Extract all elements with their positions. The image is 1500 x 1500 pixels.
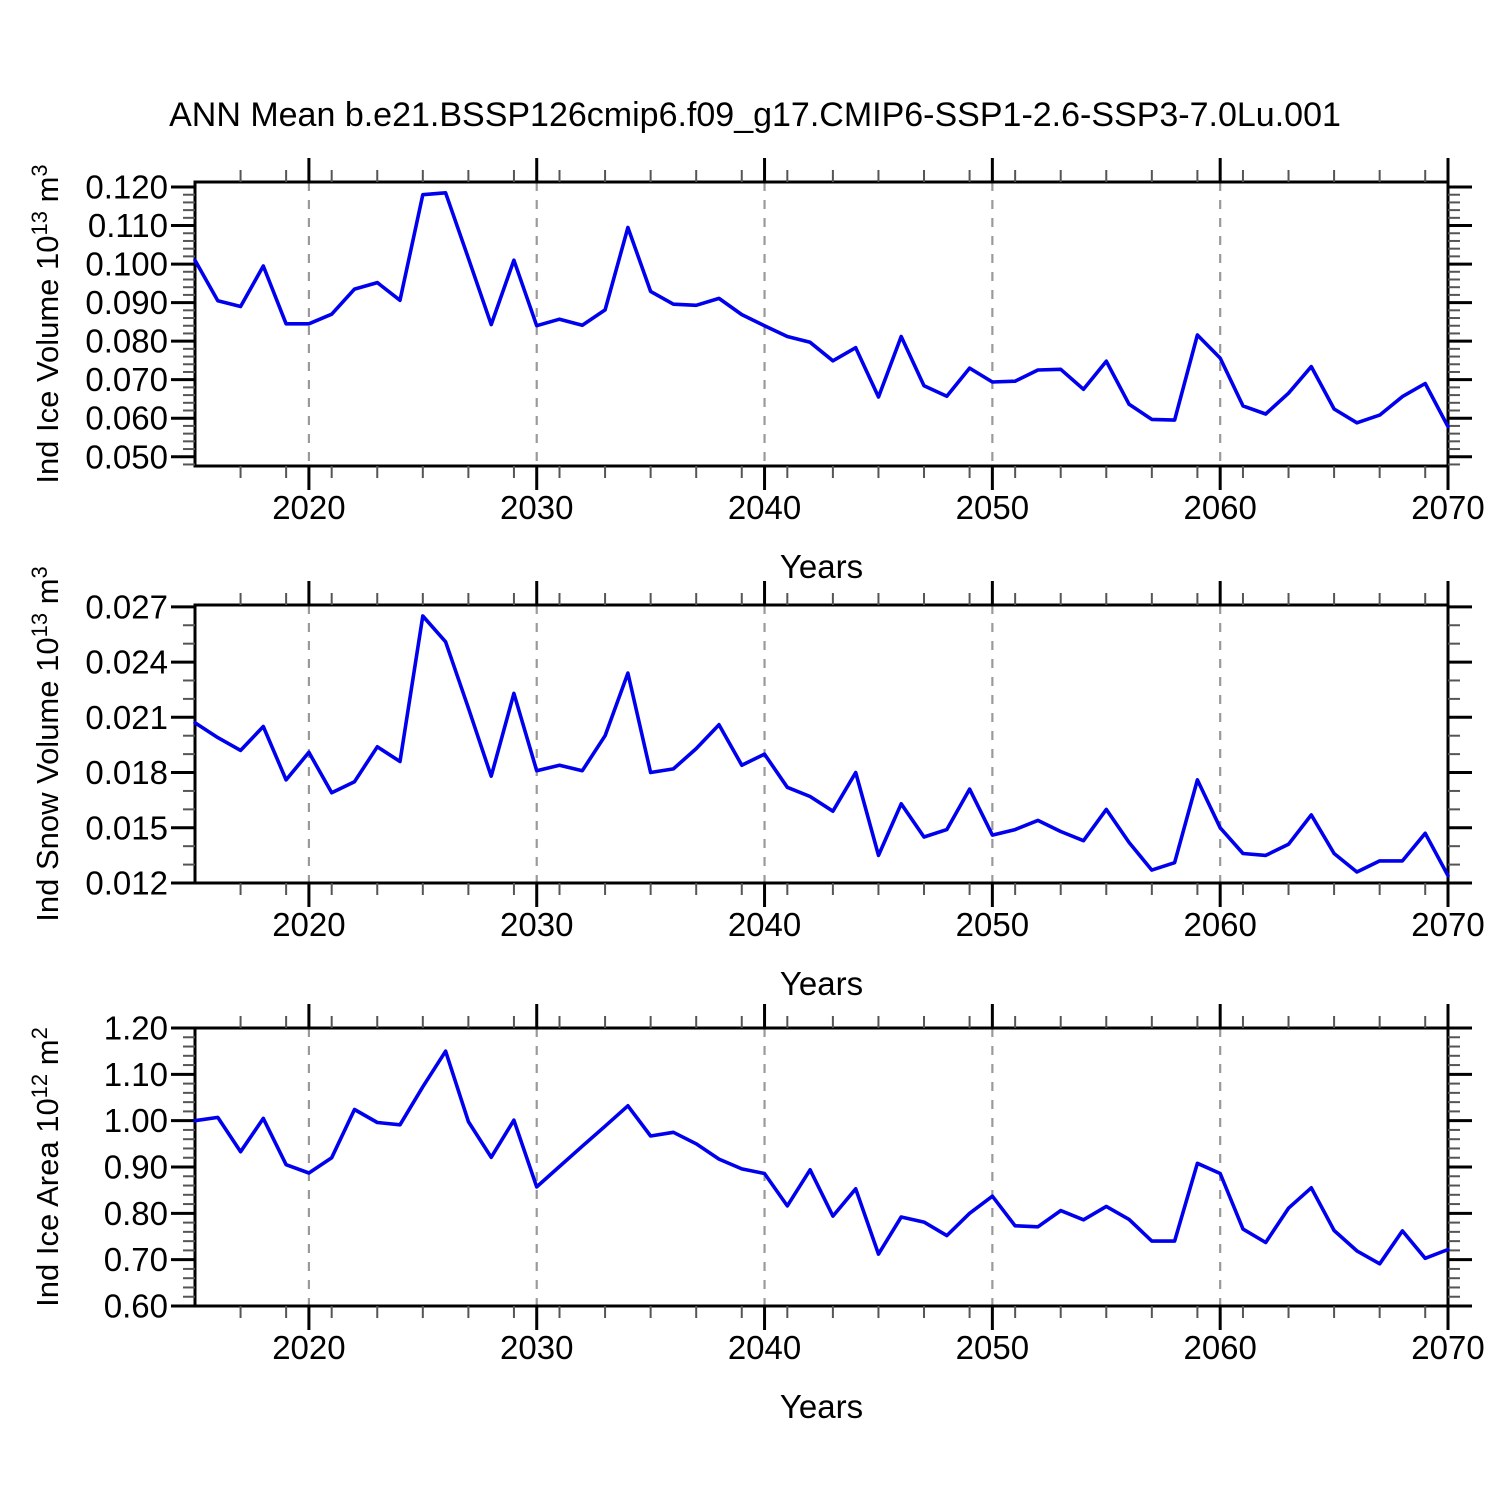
svg-text:2060: 2060 <box>1183 906 1256 943</box>
svg-text:2050: 2050 <box>956 1329 1029 1366</box>
svg-text:2070: 2070 <box>1411 1329 1484 1366</box>
svg-text:0.060: 0.060 <box>85 400 168 437</box>
svg-text:0.027: 0.027 <box>85 588 168 625</box>
svg-text:0.050: 0.050 <box>85 438 168 475</box>
svg-text:Ind Ice Volume 1013 m3: Ind Ice Volume 1013 m3 <box>27 164 65 483</box>
svg-text:0.012: 0.012 <box>85 865 168 902</box>
svg-text:2040: 2040 <box>728 489 801 526</box>
svg-text:0.090: 0.090 <box>85 284 168 321</box>
svg-text:2060: 2060 <box>1183 489 1256 526</box>
svg-text:1.20: 1.20 <box>104 1010 168 1047</box>
svg-text:1.10: 1.10 <box>104 1056 168 1093</box>
svg-text:2050: 2050 <box>956 489 1029 526</box>
svg-text:0.110: 0.110 <box>88 207 168 244</box>
svg-text:0.015: 0.015 <box>85 809 168 846</box>
svg-text:0.80: 0.80 <box>104 1195 168 1232</box>
svg-text:2040: 2040 <box>728 906 801 943</box>
svg-text:2040: 2040 <box>728 1329 801 1366</box>
svg-text:2030: 2030 <box>500 489 573 526</box>
svg-text:Years: Years <box>780 1388 863 1425</box>
svg-text:0.90: 0.90 <box>104 1149 168 1186</box>
svg-text:2020: 2020 <box>272 1329 345 1366</box>
svg-text:Years: Years <box>780 548 863 585</box>
svg-text:2070: 2070 <box>1411 906 1484 943</box>
svg-text:Ind Snow Volume 1013 m3: Ind Snow Volume 1013 m3 <box>27 566 65 922</box>
svg-text:2030: 2030 <box>500 906 573 943</box>
svg-text:0.018: 0.018 <box>85 754 168 791</box>
chart-ind-ice-volume: 2020 2030 2040 2050 2060 2070Years0.0500.0600… <box>27 158 1485 585</box>
chart-ind-snow-volume: 2020 2030 2040 2050 2060 2070 Years 0.012 0.015 0… <box>27 566 1485 1002</box>
svg-text:0.120: 0.120 <box>85 169 168 206</box>
svg-text:0.70: 0.70 <box>104 1241 168 1278</box>
svg-text:0.021: 0.021 <box>85 699 168 736</box>
svg-text:1.00: 1.00 <box>104 1102 168 1139</box>
svg-text:2060: 2060 <box>1183 1329 1256 1366</box>
svg-text:0.070: 0.070 <box>85 361 168 398</box>
chart-ind-ice-area: 2020 2030 2040 2050 2060 2070 Years 0.60 0.70 0.8… <box>27 1004 1485 1425</box>
svg-text:0.100: 0.100 <box>85 246 168 283</box>
svg-text:2030: 2030 <box>500 1329 573 1366</box>
svg-text:2020: 2020 <box>272 906 345 943</box>
svg-text:0.60: 0.60 <box>104 1288 168 1325</box>
svg-text:0.024: 0.024 <box>85 644 168 681</box>
svg-text:Ind Ice Area 1012 m2: Ind Ice Area 1012 m2 <box>27 1027 65 1307</box>
svg-text:Years: Years <box>780 965 863 1002</box>
svg-text:2070: 2070 <box>1411 489 1484 526</box>
figure-title: ANN Mean b.e21.BSSP126cmip6.f09_g17.CMIP… <box>169 96 1341 134</box>
svg-text:0.080: 0.080 <box>85 323 168 360</box>
svg-text:2020: 2020 <box>272 489 345 526</box>
svg-text:2050: 2050 <box>956 906 1029 943</box>
